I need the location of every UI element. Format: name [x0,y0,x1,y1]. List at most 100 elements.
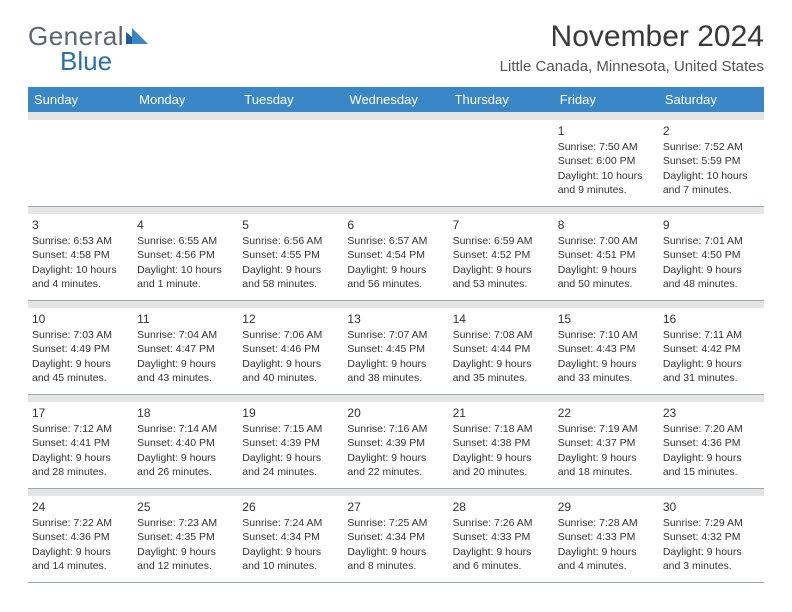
day-info: Sunrise: 6:55 AMSunset: 4:56 PMDaylight:… [137,234,234,291]
calendar-head: Sunday Monday Tuesday Wednesday Thursday… [28,87,764,112]
sunset-text: Sunset: 4:39 PM [242,436,339,450]
sunset-text: Sunset: 6:00 PM [558,154,655,168]
daylight-text: Daylight: 9 hours and 35 minutes. [453,357,550,385]
day-info: Sunrise: 7:24 AMSunset: 4:34 PMDaylight:… [242,516,339,573]
day-cell: 5Sunrise: 6:56 AMSunset: 4:55 PMDaylight… [238,214,343,300]
day-cell: 13Sunrise: 7:07 AMSunset: 4:45 PMDayligh… [343,308,448,394]
day-info: Sunrise: 7:50 AMSunset: 6:00 PMDaylight:… [558,140,655,197]
sunset-text: Sunset: 4:43 PM [558,342,655,356]
day-info: Sunrise: 7:22 AMSunset: 4:36 PMDaylight:… [32,516,129,573]
weekday-header: Wednesday [343,87,448,112]
daylight-text: Daylight: 9 hours and 18 minutes. [558,451,655,479]
daylight-text: Daylight: 9 hours and 8 minutes. [347,545,444,573]
day-number: 16 [663,311,760,327]
daylight-text: Daylight: 9 hours and 24 minutes. [242,451,339,479]
day-cell: 24Sunrise: 7:22 AMSunset: 4:36 PMDayligh… [28,496,133,582]
week-row: 24Sunrise: 7:22 AMSunset: 4:36 PMDayligh… [28,496,764,582]
week-separator [28,206,764,214]
sunrise-text: Sunrise: 7:18 AM [453,422,550,436]
weekday-header: Sunday [28,87,133,112]
daylight-text: Daylight: 9 hours and 20 minutes. [453,451,550,479]
day-cell: 7Sunrise: 6:59 AMSunset: 4:52 PMDaylight… [449,214,554,300]
week-separator-row [28,300,764,308]
day-info: Sunrise: 7:18 AMSunset: 4:38 PMDaylight:… [453,422,550,479]
sunset-text: Sunset: 4:58 PM [32,248,129,262]
sunrise-text: Sunrise: 7:19 AM [558,422,655,436]
sunset-text: Sunset: 4:36 PM [663,436,760,450]
empty-day-cell [238,120,343,206]
sunset-text: Sunset: 4:32 PM [663,530,760,544]
day-info: Sunrise: 7:07 AMSunset: 4:45 PMDaylight:… [347,328,444,385]
sunrise-text: Sunrise: 6:57 AM [347,234,444,248]
day-cell: 19Sunrise: 7:15 AMSunset: 4:39 PMDayligh… [238,402,343,488]
sunrise-text: Sunrise: 7:15 AM [242,422,339,436]
day-number: 20 [347,405,444,421]
day-number: 4 [137,217,234,233]
day-cell: 21Sunrise: 7:18 AMSunset: 4:38 PMDayligh… [449,402,554,488]
daylight-text: Daylight: 10 hours and 1 minute. [137,263,234,291]
week-separator-row [28,394,764,402]
week-row: 1Sunrise: 7:50 AMSunset: 6:00 PMDaylight… [28,120,764,206]
week-separator [28,300,764,308]
day-info: Sunrise: 7:52 AMSunset: 5:59 PMDaylight:… [663,140,760,197]
calendar-body: 1Sunrise: 7:50 AMSunset: 6:00 PMDaylight… [28,112,764,582]
brand-triangle-icon [126,20,148,51]
sunrise-text: Sunrise: 7:04 AM [137,328,234,342]
sunrise-text: Sunrise: 7:16 AM [347,422,444,436]
day-info: Sunrise: 7:16 AMSunset: 4:39 PMDaylight:… [347,422,444,479]
sunrise-text: Sunrise: 7:00 AM [558,234,655,248]
sunset-text: Sunset: 4:38 PM [453,436,550,450]
day-info: Sunrise: 6:59 AMSunset: 4:52 PMDaylight:… [453,234,550,291]
sunset-text: Sunset: 4:45 PM [347,342,444,356]
daylight-text: Daylight: 9 hours and 4 minutes. [558,545,655,573]
weekday-row: Sunday Monday Tuesday Wednesday Thursday… [28,87,764,112]
day-cell: 30Sunrise: 7:29 AMSunset: 4:32 PMDayligh… [659,496,764,582]
daylight-text: Daylight: 9 hours and 58 minutes. [242,263,339,291]
sunset-text: Sunset: 4:56 PM [137,248,234,262]
day-cell: 2Sunrise: 7:52 AMSunset: 5:59 PMDaylight… [659,120,764,206]
day-number: 7 [453,217,550,233]
day-number: 23 [663,405,760,421]
daylight-text: Daylight: 9 hours and 14 minutes. [32,545,129,573]
daylight-text: Daylight: 9 hours and 38 minutes. [347,357,444,385]
week-separator-row [28,206,764,214]
day-number: 24 [32,499,129,515]
sunrise-text: Sunrise: 7:08 AM [453,328,550,342]
sunset-text: Sunset: 4:37 PM [558,436,655,450]
week-row: 17Sunrise: 7:12 AMSunset: 4:41 PMDayligh… [28,402,764,488]
day-cell: 25Sunrise: 7:23 AMSunset: 4:35 PMDayligh… [133,496,238,582]
day-info: Sunrise: 7:25 AMSunset: 4:34 PMDaylight:… [347,516,444,573]
day-info: Sunrise: 7:03 AMSunset: 4:49 PMDaylight:… [32,328,129,385]
sunset-text: Sunset: 4:35 PM [137,530,234,544]
sunset-text: Sunset: 4:52 PM [453,248,550,262]
sunset-text: Sunset: 4:55 PM [242,248,339,262]
sunset-text: Sunset: 4:34 PM [347,530,444,544]
sunrise-text: Sunrise: 7:25 AM [347,516,444,530]
sunrise-text: Sunrise: 7:28 AM [558,516,655,530]
daylight-text: Daylight: 9 hours and 26 minutes. [137,451,234,479]
empty-day-cell [28,120,133,206]
day-info: Sunrise: 6:57 AMSunset: 4:54 PMDaylight:… [347,234,444,291]
day-number: 22 [558,405,655,421]
sunrise-text: Sunrise: 7:14 AM [137,422,234,436]
location-text: Little Canada, Minnesota, United States [500,58,764,75]
day-number: 18 [137,405,234,421]
sunrise-text: Sunrise: 7:20 AM [663,422,760,436]
sunrise-text: Sunrise: 7:24 AM [242,516,339,530]
sunrise-text: Sunrise: 7:11 AM [663,328,760,342]
sunset-text: Sunset: 4:54 PM [347,248,444,262]
day-number: 9 [663,217,760,233]
day-info: Sunrise: 7:14 AMSunset: 4:40 PMDaylight:… [137,422,234,479]
sunrise-text: Sunrise: 7:10 AM [558,328,655,342]
day-info: Sunrise: 7:19 AMSunset: 4:37 PMDaylight:… [558,422,655,479]
sunrise-text: Sunrise: 7:26 AM [453,516,550,530]
daylight-text: Daylight: 9 hours and 28 minutes. [32,451,129,479]
sunset-text: Sunset: 4:51 PM [558,248,655,262]
day-cell: 16Sunrise: 7:11 AMSunset: 4:42 PMDayligh… [659,308,764,394]
sunset-text: Sunset: 4:46 PM [242,342,339,356]
day-number: 5 [242,217,339,233]
weekday-header: Monday [133,87,238,112]
day-info: Sunrise: 7:20 AMSunset: 4:36 PMDaylight:… [663,422,760,479]
daylight-text: Daylight: 9 hours and 15 minutes. [663,451,760,479]
day-number: 25 [137,499,234,515]
